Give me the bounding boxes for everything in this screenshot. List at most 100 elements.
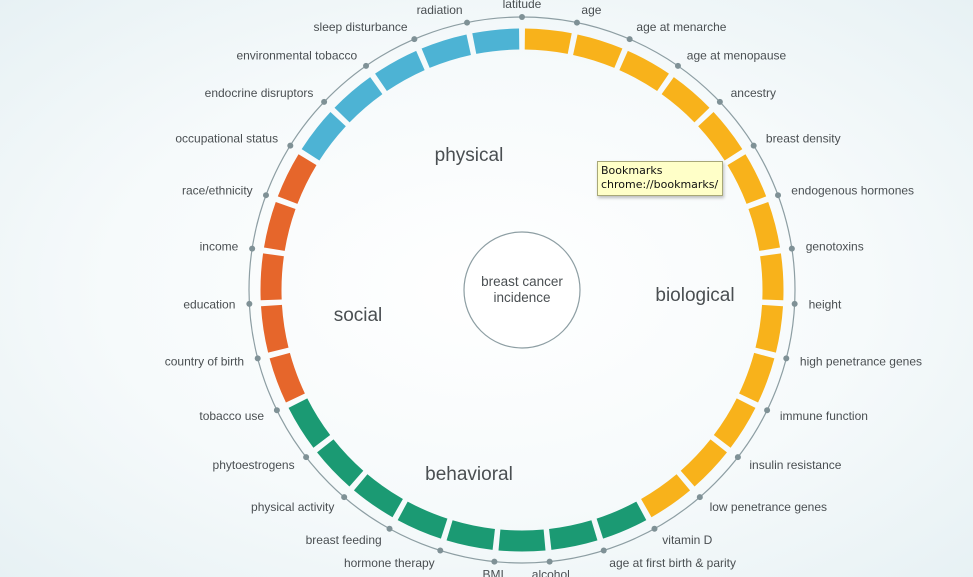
- category-label-physical: physical: [435, 145, 504, 166]
- marker-insulin-resistance: [734, 454, 741, 461]
- center-label-line2: incidence: [493, 290, 550, 305]
- marker-genotoxins: [788, 245, 795, 252]
- center-label-line1: breast cancer: [481, 274, 563, 289]
- marker-sleep-disturbance: [411, 36, 418, 43]
- marker-height: [791, 300, 798, 307]
- marker-high-penetrance-genes: [783, 355, 790, 362]
- factor-label-race-ethnicity[interactable]: race/ethnicity: [182, 184, 253, 198]
- marker-endogenous-hormones: [775, 192, 782, 199]
- marker-breast-density: [750, 142, 757, 149]
- factor-label-income[interactable]: income: [200, 240, 239, 254]
- factor-label-latitude[interactable]: latitude: [503, 0, 542, 11]
- segment-breast-feeding[interactable]: [397, 501, 448, 539]
- factor-label-immune-function[interactable]: immune function: [780, 409, 868, 423]
- marker-income: [249, 245, 256, 252]
- factor-label-physical-activity[interactable]: physical activity: [251, 500, 334, 514]
- factor-label-ancestry[interactable]: ancestry: [731, 86, 776, 100]
- segment-environmental-tobacco[interactable]: [334, 77, 383, 123]
- segment-endogenous-hormones[interactable]: [727, 154, 767, 205]
- factor-label-high-penetrance-genes[interactable]: high penetrance genes: [800, 355, 922, 369]
- segment-age-at-menarche[interactable]: [572, 34, 623, 68]
- factor-label-age-at-first-birth-parity[interactable]: age at first birth & parity: [609, 556, 736, 570]
- factor-label-bmi[interactable]: BMI: [483, 568, 504, 577]
- segment-education[interactable]: [261, 304, 289, 353]
- factor-label-age[interactable]: age: [581, 3, 601, 17]
- factor-label-breast-density[interactable]: breast density: [766, 132, 841, 146]
- segment-low-penetrance-genes[interactable]: [680, 439, 727, 487]
- segment-race-ethnicity[interactable]: [263, 201, 296, 252]
- marker-radiation: [464, 19, 471, 26]
- marker-tobacco-use: [273, 407, 280, 414]
- marker-ancestry: [716, 98, 723, 105]
- segment-genotoxins[interactable]: [748, 201, 781, 252]
- factor-label-sleep-disturbance[interactable]: sleep disturbance: [314, 20, 408, 34]
- factor-label-low-penetrance-genes[interactable]: low penetrance genes: [710, 500, 827, 514]
- marker-age-at-menarche: [626, 36, 633, 43]
- marker-education: [246, 300, 253, 307]
- factor-label-hormone-therapy[interactable]: hormone therapy: [344, 556, 435, 570]
- segment-endocrine-disruptors[interactable]: [301, 111, 346, 161]
- ring-segments: [260, 28, 784, 552]
- segment-ancestry[interactable]: [661, 77, 710, 123]
- category-label-social: social: [334, 305, 383, 326]
- segment-age[interactable]: [524, 28, 572, 54]
- marker-age-at-first-birth-parity: [600, 547, 607, 554]
- marker-phytoestrogens: [303, 454, 310, 461]
- factor-label-age-at-menarche[interactable]: age at menarche: [636, 20, 726, 34]
- segment-height[interactable]: [760, 253, 784, 301]
- segment-immune-function[interactable]: [739, 352, 775, 403]
- center-circle[interactable]: [463, 231, 581, 349]
- marker-physical-activity: [341, 494, 348, 501]
- factor-label-endogenous-hormones[interactable]: endogenous hormones: [791, 184, 914, 198]
- segment-physical-activity[interactable]: [353, 474, 404, 518]
- factor-labels: age age at menarche age at menopause ancest…: [165, 0, 922, 577]
- marker-latitude: [519, 14, 525, 20]
- segment-high-penetrance-genes[interactable]: [755, 304, 783, 353]
- marker-age: [573, 19, 580, 26]
- factor-label-genotoxins[interactable]: genotoxins: [806, 240, 864, 254]
- factor-label-country-of-birth[interactable]: country of birth: [165, 355, 244, 369]
- marker-immune-function: [764, 407, 771, 414]
- marker-age-at-menopause: [674, 62, 681, 69]
- factor-label-education[interactable]: education: [183, 298, 235, 312]
- factor-label-vitamin-d[interactable]: vitamin D: [662, 533, 712, 547]
- factor-label-tobacco-use[interactable]: tobacco use: [199, 409, 264, 423]
- factor-label-endocrine-disruptors[interactable]: endocrine disruptors: [205, 86, 314, 100]
- marker-country-of-birth: [254, 355, 261, 362]
- segment-hormone-therapy[interactable]: [446, 520, 496, 550]
- segment-occupational-status[interactable]: [277, 154, 317, 205]
- segment-income[interactable]: [260, 253, 284, 301]
- bookmark-tooltip: Bookmarks chrome://bookmarks/: [597, 161, 724, 196]
- segment-breast-density[interactable]: [698, 111, 743, 161]
- category-label-behavioral: behavioral: [425, 464, 513, 485]
- marker-environmental-tobacco: [363, 62, 370, 69]
- segment-latitude[interactable]: [472, 28, 520, 54]
- segment-insulin-resistance[interactable]: [713, 398, 756, 448]
- segment-tobacco-use[interactable]: [288, 398, 331, 448]
- segment-age-at-first-birth-parity[interactable]: [596, 501, 647, 539]
- factor-label-environmental-tobacco[interactable]: environmental tobacco: [236, 48, 357, 62]
- factor-label-height[interactable]: height: [809, 298, 842, 312]
- segment-age-at-menopause[interactable]: [619, 50, 669, 92]
- segment-bmi[interactable]: [498, 529, 546, 552]
- category-label-biological: biological: [655, 285, 734, 306]
- factor-markers: [246, 14, 798, 565]
- segment-vitamin-d[interactable]: [640, 474, 691, 518]
- factor-label-breast-feeding[interactable]: breast feeding: [306, 533, 382, 547]
- factor-label-occupational-status[interactable]: occupational status: [175, 132, 278, 146]
- tooltip-url: chrome://bookmarks/: [601, 178, 719, 191]
- factor-label-insulin-resistance[interactable]: insulin resistance: [749, 458, 841, 472]
- factor-label-alcohol[interactable]: alcohol: [532, 568, 570, 577]
- segment-phytoestrogens[interactable]: [317, 439, 364, 487]
- segment-alcohol[interactable]: [548, 520, 598, 550]
- factor-label-radiation[interactable]: radiation: [417, 3, 463, 17]
- marker-occupational-status: [287, 142, 294, 149]
- marker-alcohol: [546, 558, 553, 565]
- segment-country-of-birth[interactable]: [269, 352, 305, 403]
- segment-radiation[interactable]: [421, 34, 472, 68]
- segment-sleep-disturbance[interactable]: [375, 50, 425, 92]
- marker-race-ethnicity: [262, 192, 269, 199]
- factor-label-age-at-menopause[interactable]: age at menopause: [687, 48, 787, 62]
- factor-label-phytoestrogens[interactable]: phytoestrogens: [213, 458, 295, 472]
